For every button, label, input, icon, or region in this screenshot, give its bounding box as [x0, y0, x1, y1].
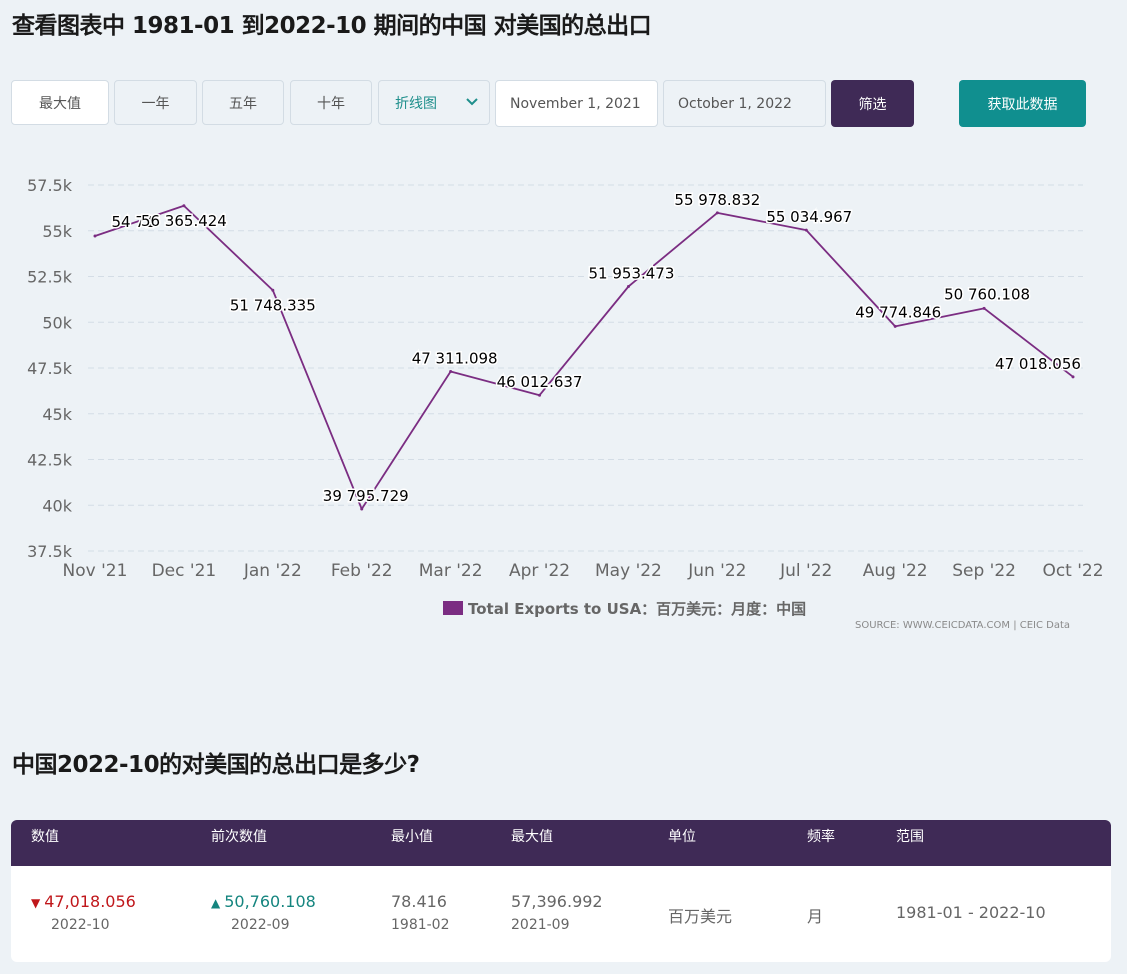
chevron-down-icon [466, 98, 478, 106]
current-value-text: 47,018.056 [44, 892, 136, 911]
legend-label: Total Exports to USA：百万美元：月度：中国 [468, 600, 806, 618]
y-tick-label: 40k [42, 496, 72, 515]
data-point [893, 324, 897, 328]
table-header: 数值 前次数值 最小值 最大值 单位 频率 范围 [11, 820, 1111, 866]
get-data-button[interactable]: 获取此数据 [959, 80, 1086, 127]
date-from-input[interactable] [495, 80, 658, 127]
unit-value: 百万美元 [668, 907, 733, 926]
y-tick-label: 45k [42, 405, 72, 424]
x-tick-label: Jun '22 [687, 561, 746, 581]
range-1y-button[interactable]: 一年 [114, 80, 197, 125]
current-value-date: 2022-10 [51, 917, 110, 933]
filter-button[interactable]: 筛选 [831, 80, 914, 127]
data-label: 50 760.108 [944, 285, 1030, 303]
current-value: ▼ 47,018.056 [31, 892, 136, 911]
y-tick-label: 57.5k [27, 176, 73, 195]
data-point [626, 285, 630, 289]
data-point [360, 507, 364, 511]
x-tick-label: Apr '22 [509, 561, 570, 581]
x-tick-label: Oct '22 [1042, 561, 1103, 581]
data-label: 47 311.098 [412, 349, 498, 367]
data-point [982, 306, 986, 310]
data-label: 54 71 [112, 213, 155, 231]
header-range: 范围 [896, 829, 924, 845]
question-title: 中国2022-10的对美国的总出口是多少? [12, 752, 420, 778]
y-tick-label: 52.5k [27, 268, 73, 287]
legend-swatch [443, 601, 463, 615]
data-point [449, 369, 453, 373]
min-value-date: 1981-02 [391, 917, 450, 933]
chart-source: SOURCE: WWW.CEICDATA.COM | CEIC Data [855, 620, 1071, 631]
header-unit: 单位 [668, 829, 696, 845]
min-value: 78.416 [391, 892, 447, 911]
data-point [271, 288, 275, 292]
data-label: 51 748.335 [230, 296, 316, 314]
range-5y-button[interactable]: 五年 [202, 80, 284, 125]
x-tick-label: Jan '22 [243, 561, 302, 581]
max-value-date: 2021-09 [511, 917, 570, 933]
x-tick-label: Aug '22 [863, 561, 928, 581]
header-frequency: 频率 [807, 829, 835, 845]
x-tick-label: Feb '22 [331, 561, 393, 581]
data-point [538, 393, 542, 397]
x-tick-label: Nov '21 [63, 561, 128, 581]
y-tick-label: 37.5k [27, 542, 73, 561]
range-value: 1981-01 - 2022-10 [896, 903, 1046, 922]
data-label: 56 365.424 [141, 212, 227, 230]
x-tick-label: Sep '22 [952, 561, 1016, 581]
y-tick-label: 47.5k [27, 359, 73, 378]
data-point [715, 211, 719, 215]
date-to-input[interactable] [663, 80, 826, 127]
data-label: 51 953.473 [589, 265, 675, 283]
data-label: 55 978.832 [674, 191, 760, 209]
header-min: 最小值 [391, 829, 433, 845]
data-point [93, 234, 97, 238]
previous-value-text: 50,760.108 [224, 892, 316, 911]
range-10y-button[interactable]: 十年 [290, 80, 372, 125]
x-tick-label: Mar '22 [419, 561, 483, 581]
page-title: 查看图表中 1981-01 到2022-10 期间的中国 对美国的总出口 [12, 13, 652, 39]
chart-type-value: 折线图 [395, 95, 437, 112]
line-chart: 37.5k 40k 42.5k 45k 47.5k 50k 52.5k 55k 57.5k No… [27, 176, 1103, 618]
header-max: 最大值 [511, 829, 553, 845]
data-label: 46 012.637 [497, 373, 583, 391]
data-point [804, 228, 808, 232]
frequency-value: 月 [807, 907, 824, 926]
y-tick-label: 42.5k [27, 451, 73, 470]
y-tick-label: 55k [42, 222, 72, 241]
y-tick-label: 50k [42, 313, 72, 332]
previous-value: ▲ 50,760.108 [211, 892, 316, 911]
header-value: 数值 [31, 829, 59, 845]
x-tick-label: Dec '21 [152, 561, 217, 581]
toolbar: 最大值 一年 五年 十年 折线图 筛选 获取此数据 [0, 0, 1127, 140]
data-point [182, 204, 186, 208]
data-label: 55 034.967 [766, 208, 852, 226]
previous-value-date: 2022-09 [231, 917, 290, 933]
data-label: 49 774.846 [855, 303, 941, 321]
series-line [94, 204, 1074, 510]
data-label: 39 795.729 [323, 487, 409, 505]
data-label: 47 018.056 [995, 355, 1081, 373]
max-value: 57,396.992 [511, 892, 603, 911]
arrow-up-icon: ▲ [211, 896, 221, 910]
table-row: ▼ 47,018.056 2022-10 ▲ 50,760.108 2022-09 … [11, 866, 1111, 962]
range-max-button[interactable]: 最大值 [11, 80, 109, 125]
data-point [1071, 375, 1075, 379]
chart-type-select[interactable]: 折线图 [378, 80, 490, 125]
header-previous: 前次数值 [211, 829, 267, 845]
x-tick-label: Jul '22 [779, 561, 832, 581]
x-tick-label: May '22 [595, 561, 662, 581]
arrow-down-icon: ▼ [31, 896, 41, 910]
